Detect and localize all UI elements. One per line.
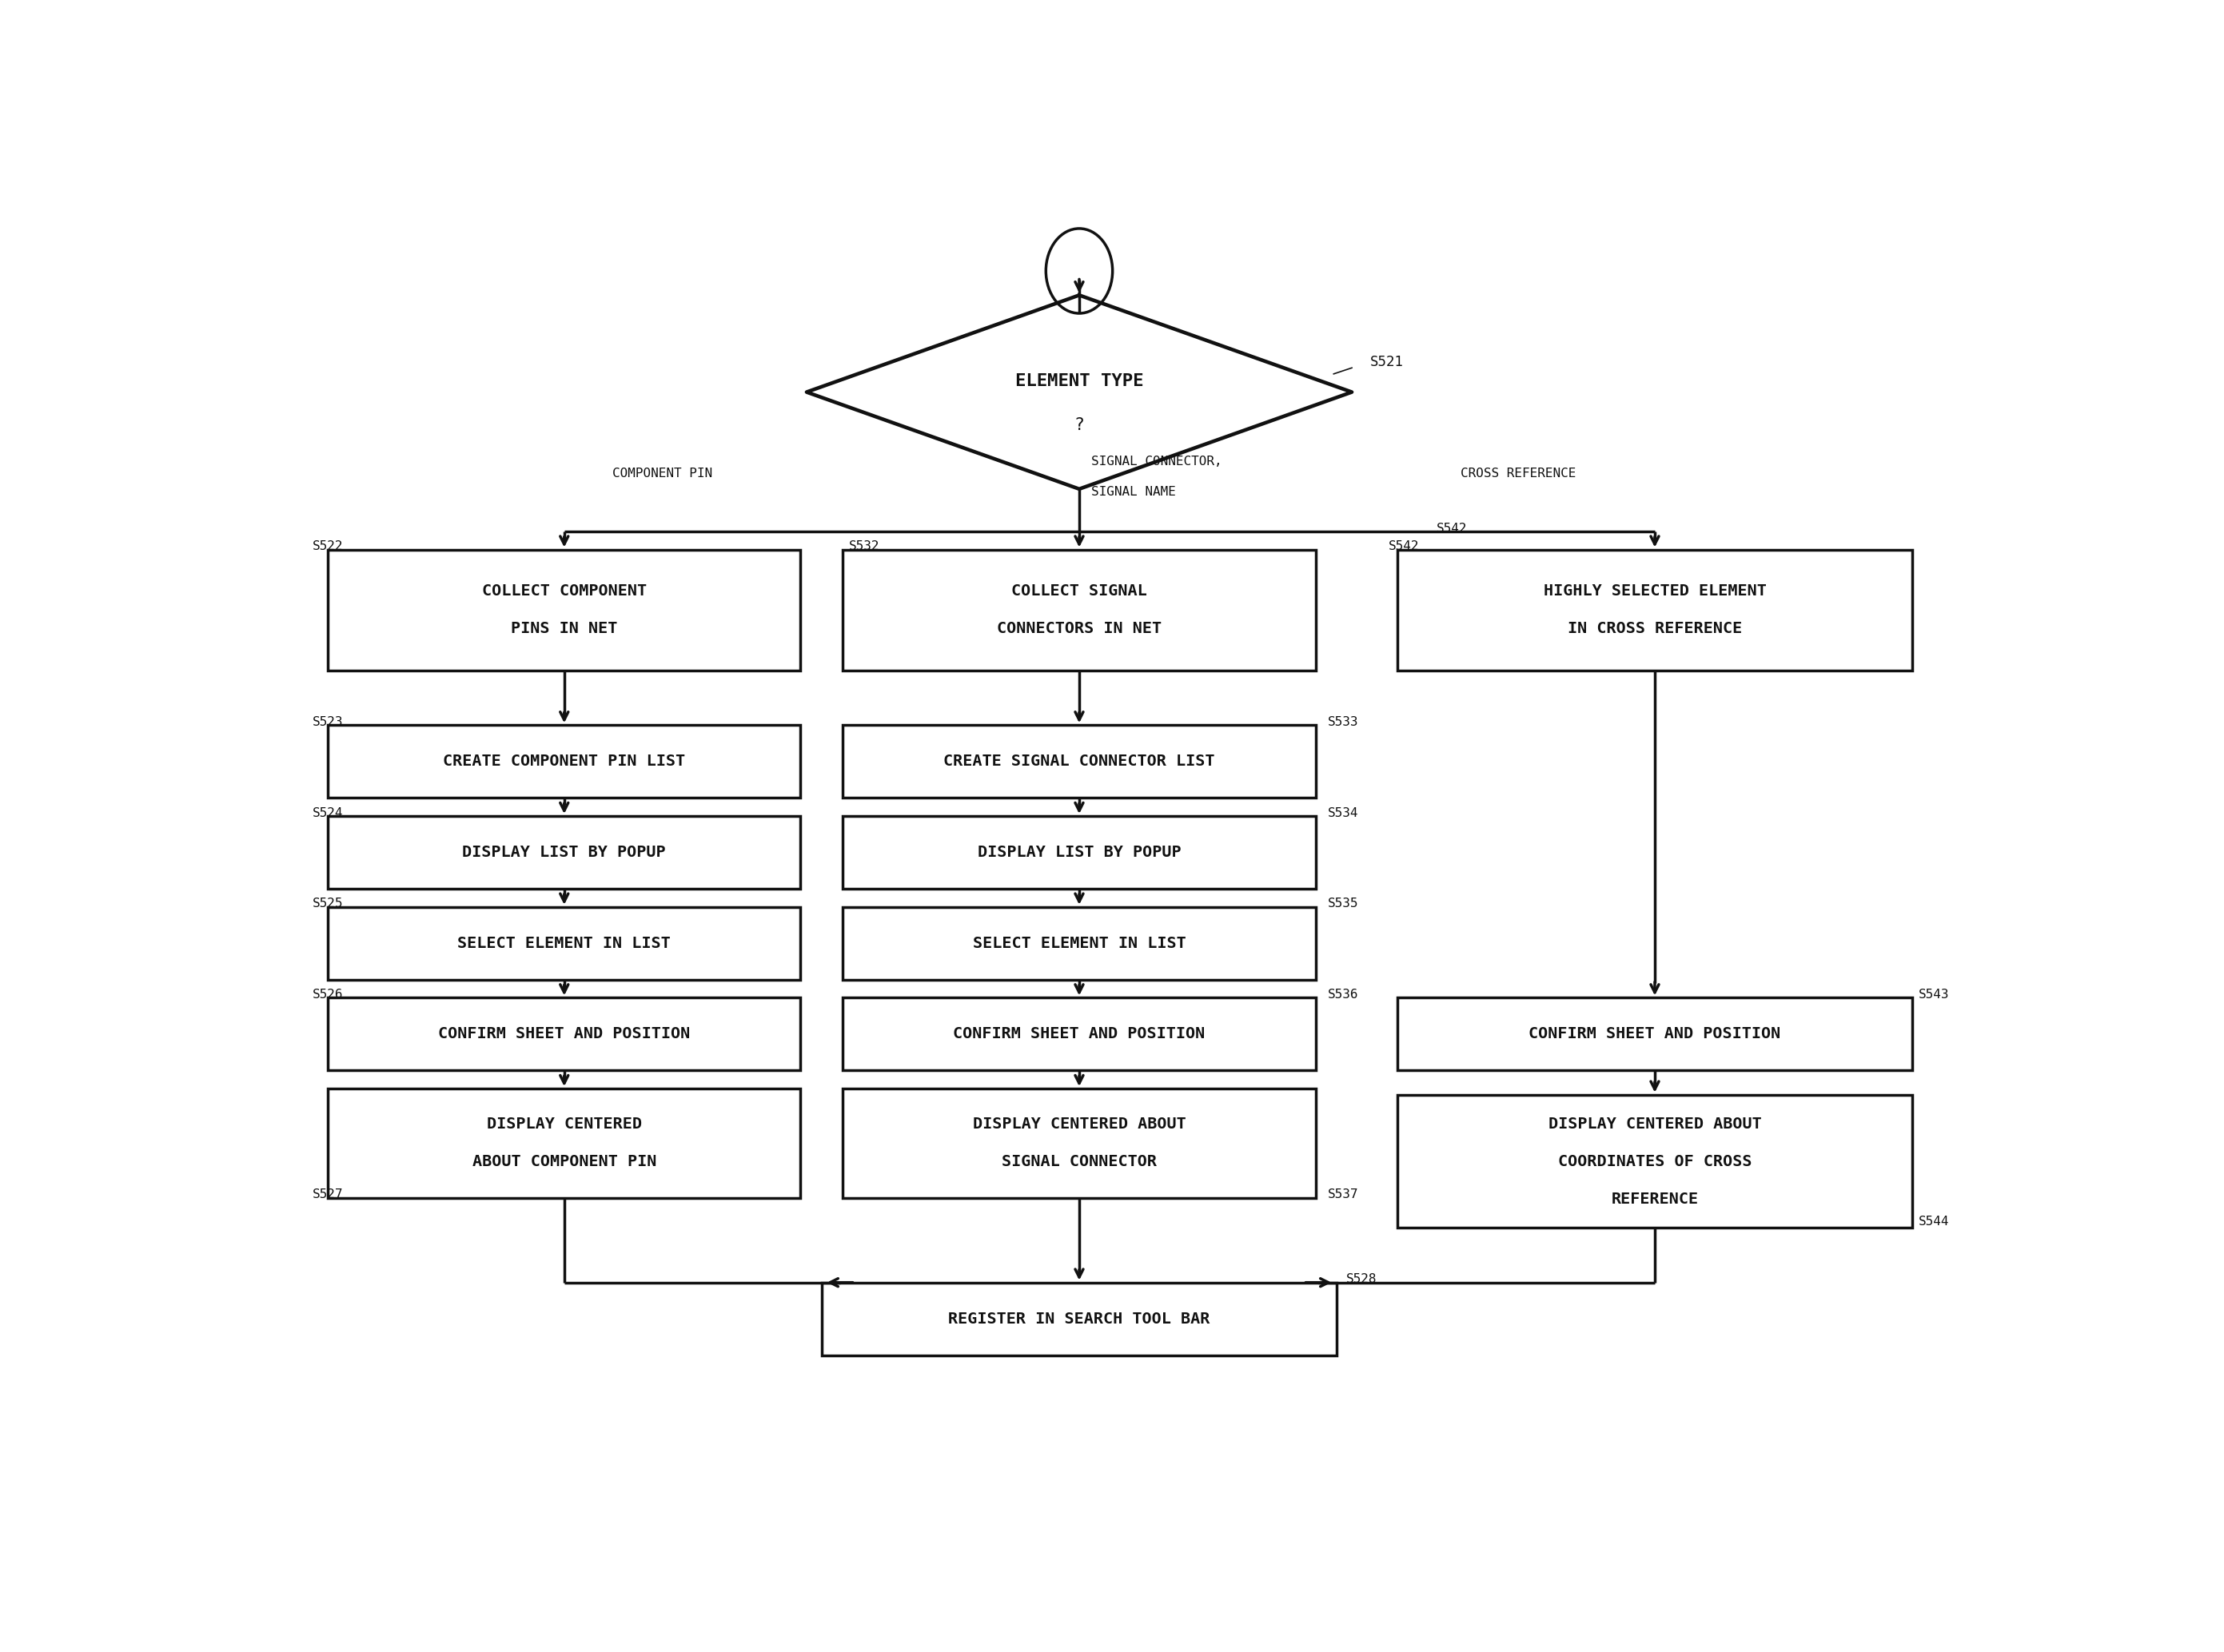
Text: S543: S543 <box>1919 990 1948 1001</box>
Text: DISPLAY LIST BY POPUP: DISPLAY LIST BY POPUP <box>463 844 665 861</box>
FancyBboxPatch shape <box>327 907 801 980</box>
Text: COLLECT SIGNAL: COLLECT SIGNAL <box>1012 583 1148 600</box>
Text: COORDINATES OF CROSS: COORDINATES OF CROSS <box>1557 1153 1753 1170</box>
Text: IN CROSS REFERENCE: IN CROSS REFERENCE <box>1568 621 1741 636</box>
Text: S528: S528 <box>1346 1274 1377 1285</box>
Text: COMPONENT PIN: COMPONENT PIN <box>612 468 712 479</box>
Text: DISPLAY CENTERED: DISPLAY CENTERED <box>487 1117 643 1132</box>
Text: S542: S542 <box>1388 540 1419 552</box>
Text: S544: S544 <box>1919 1216 1948 1227</box>
Text: S542: S542 <box>1437 522 1468 534</box>
FancyBboxPatch shape <box>1397 1095 1913 1227</box>
FancyBboxPatch shape <box>327 998 801 1070</box>
FancyBboxPatch shape <box>821 1282 1337 1355</box>
Text: S532: S532 <box>850 540 881 552</box>
Text: REFERENCE: REFERENCE <box>1610 1191 1699 1206</box>
Text: CONFIRM SHEET AND POSITION: CONFIRM SHEET AND POSITION <box>954 1026 1205 1042</box>
Text: ?: ? <box>1074 418 1085 433</box>
FancyBboxPatch shape <box>327 816 801 889</box>
Text: S526: S526 <box>314 990 342 1001</box>
FancyBboxPatch shape <box>843 550 1317 671</box>
Text: SELECT ELEMENT IN LIST: SELECT ELEMENT IN LIST <box>458 935 672 952</box>
Text: S523: S523 <box>314 717 342 729</box>
Text: S536: S536 <box>1328 990 1359 1001</box>
Text: DISPLAY LIST BY POPUP: DISPLAY LIST BY POPUP <box>976 844 1181 861</box>
Text: COLLECT COMPONENT: COLLECT COMPONENT <box>483 583 647 600</box>
FancyBboxPatch shape <box>1397 998 1913 1070</box>
Text: PINS IN NET: PINS IN NET <box>512 621 618 636</box>
Text: S524: S524 <box>314 808 342 819</box>
Text: DISPLAY CENTERED ABOUT: DISPLAY CENTERED ABOUT <box>1548 1117 1761 1132</box>
Text: S522: S522 <box>314 540 342 552</box>
Text: DISPLAY CENTERED ABOUT: DISPLAY CENTERED ABOUT <box>972 1117 1185 1132</box>
FancyBboxPatch shape <box>327 550 801 671</box>
FancyBboxPatch shape <box>327 1089 801 1198</box>
Text: CONFIRM SHEET AND POSITION: CONFIRM SHEET AND POSITION <box>438 1026 689 1042</box>
Text: S521: S521 <box>1370 355 1403 368</box>
FancyBboxPatch shape <box>843 725 1317 798</box>
Text: CONFIRM SHEET AND POSITION: CONFIRM SHEET AND POSITION <box>1528 1026 1781 1042</box>
Text: ELEMENT TYPE: ELEMENT TYPE <box>1014 373 1143 390</box>
FancyBboxPatch shape <box>843 998 1317 1070</box>
Text: ABOUT COMPONENT PIN: ABOUT COMPONENT PIN <box>471 1155 656 1170</box>
Text: HIGHLY SELECTED ELEMENT: HIGHLY SELECTED ELEMENT <box>1543 583 1766 600</box>
Text: S533: S533 <box>1328 717 1359 729</box>
FancyBboxPatch shape <box>843 907 1317 980</box>
FancyBboxPatch shape <box>327 725 801 798</box>
Text: S535: S535 <box>1328 899 1359 910</box>
Text: S537: S537 <box>1328 1189 1359 1201</box>
Text: CONNECTORS IN NET: CONNECTORS IN NET <box>996 621 1161 636</box>
Text: CREATE SIGNAL CONNECTOR LIST: CREATE SIGNAL CONNECTOR LIST <box>943 753 1214 770</box>
FancyBboxPatch shape <box>843 816 1317 889</box>
Text: SIGNAL CONNECTOR,: SIGNAL CONNECTOR, <box>1092 456 1223 468</box>
Text: S525: S525 <box>314 899 342 910</box>
Text: SIGNAL CONNECTOR: SIGNAL CONNECTOR <box>1001 1155 1156 1170</box>
FancyBboxPatch shape <box>843 1089 1317 1198</box>
Text: CROSS REFERENCE: CROSS REFERENCE <box>1461 468 1577 479</box>
FancyBboxPatch shape <box>1397 550 1913 671</box>
Text: S527: S527 <box>314 1189 342 1201</box>
Text: REGISTER IN SEARCH TOOL BAR: REGISTER IN SEARCH TOOL BAR <box>947 1312 1210 1327</box>
Text: SIGNAL NAME: SIGNAL NAME <box>1092 486 1176 497</box>
Text: CREATE COMPONENT PIN LIST: CREATE COMPONENT PIN LIST <box>443 753 685 770</box>
Text: S534: S534 <box>1328 808 1359 819</box>
Text: SELECT ELEMENT IN LIST: SELECT ELEMENT IN LIST <box>972 935 1185 952</box>
